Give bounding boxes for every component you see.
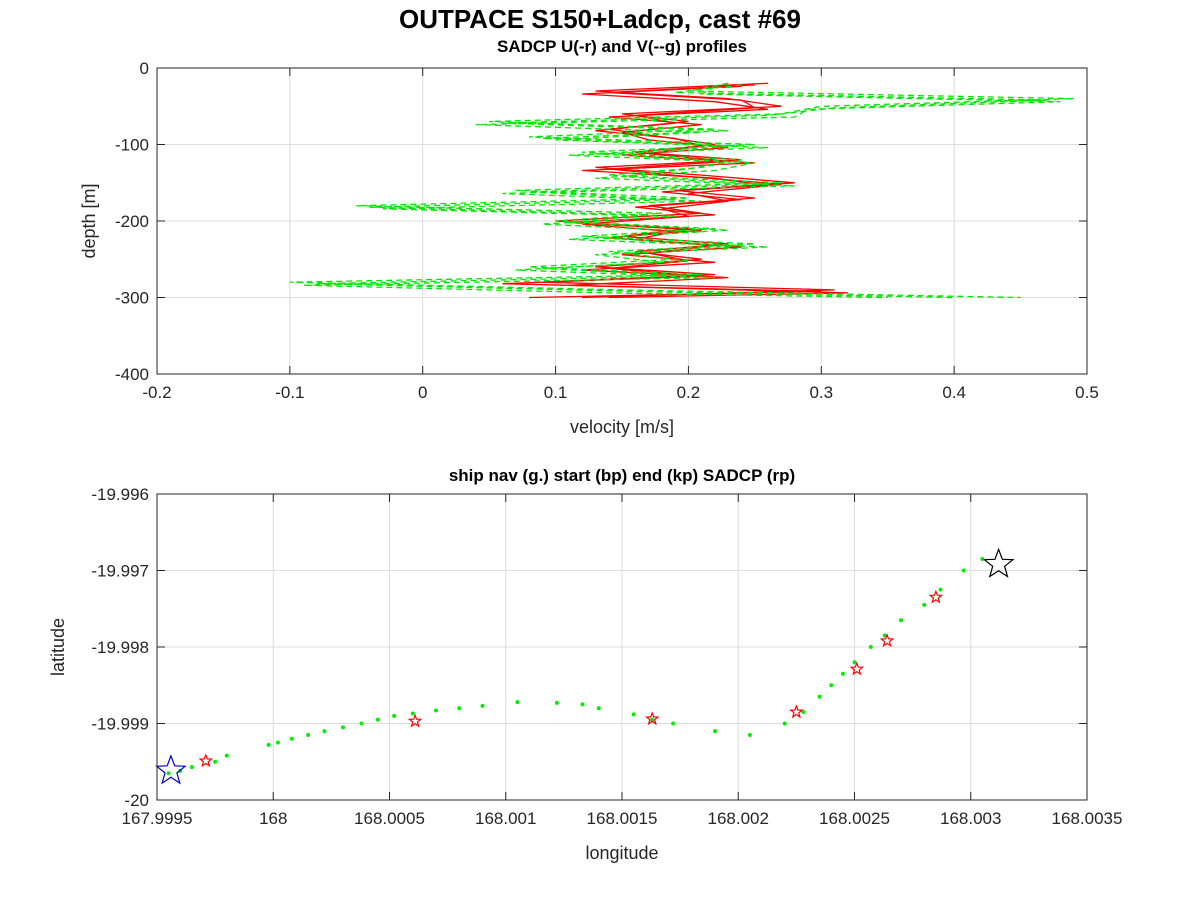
nav-point xyxy=(747,732,752,737)
nav-point xyxy=(938,587,943,592)
profile-xtick-label: 0.3 xyxy=(809,383,833,402)
nav-point xyxy=(580,702,585,707)
profile-xtick-label: -0.1 xyxy=(275,383,304,402)
nav-point xyxy=(713,729,717,734)
nav-point xyxy=(457,706,462,711)
nav-ticks: 167.9995 168 168.0005 168.001 168.0015 168.00… xyxy=(91,485,1122,828)
nav-point xyxy=(961,568,966,573)
nav-xtick-label: 167.9995 xyxy=(122,809,193,828)
sadcp-star-marker xyxy=(849,661,865,676)
end-star-marker xyxy=(982,547,1015,578)
nav-point xyxy=(375,717,380,722)
nav-point xyxy=(515,700,520,705)
profile-ytick-label: -300 xyxy=(115,289,149,308)
nav-point xyxy=(650,717,655,722)
nav-point xyxy=(801,710,806,715)
u-profile-line xyxy=(568,85,848,299)
nav-axes: ship nav (g.) start (bp) end (kp) SADCP … xyxy=(48,466,1122,863)
nav-xtick-label: 168.002 xyxy=(708,809,769,828)
nav-point xyxy=(224,753,229,758)
profile-xtick-label: 0.4 xyxy=(942,383,966,402)
nav-xtick-label: 168.0005 xyxy=(354,809,425,828)
nav-ytick-label: -19.999 xyxy=(91,715,149,734)
profile-ytick-label: -200 xyxy=(115,212,149,231)
profile-ytick-label: 0 xyxy=(140,59,149,78)
nav-point xyxy=(554,700,559,705)
sadcp-star-marker xyxy=(928,589,944,604)
sadcp-star-marker xyxy=(407,713,423,728)
nav-axes-title: ship nav (g.) start (bp) end (kp) SADCP … xyxy=(449,466,795,485)
sadcp-star-marker xyxy=(879,633,895,648)
nav-xtick-label: 168.001 xyxy=(475,809,536,828)
nav-xtick-label: 168.003 xyxy=(940,809,1001,828)
nav-point xyxy=(266,742,271,747)
nav-point xyxy=(359,721,364,726)
profile-data-layer xyxy=(289,82,1074,299)
profile-xtick-label: 0 xyxy=(418,383,427,402)
nav-ytick-label: -20 xyxy=(124,791,149,810)
profile-xtick-label: -0.2 xyxy=(142,383,171,402)
nav-point xyxy=(980,557,985,562)
profile-ylabel: depth [m] xyxy=(79,183,99,258)
nav-point xyxy=(289,736,294,741)
nav-point xyxy=(671,721,676,726)
nav-point xyxy=(922,602,927,607)
nav-xtick-label: 168.0025 xyxy=(819,809,890,828)
profile-ytick-label: -100 xyxy=(115,136,149,155)
nav-point xyxy=(868,645,873,649)
nav-point xyxy=(392,713,397,718)
figure-title: OUTPACE S150+Ladcp, cast #69 xyxy=(399,4,801,34)
profile-ytick-label: -400 xyxy=(115,365,149,384)
v-profile-line xyxy=(289,82,1074,299)
nav-point xyxy=(882,633,887,638)
profile-axes: SADCP U(-r) and V(--g) profiles -0.2 -0.1… xyxy=(79,37,1099,437)
profile-xtick-label: 0.5 xyxy=(1075,383,1099,402)
nav-point xyxy=(817,694,822,699)
nav-point xyxy=(434,708,438,713)
nav-point xyxy=(166,771,171,776)
sadcp-star-marker xyxy=(198,753,214,768)
sadcp-star-marker xyxy=(644,711,660,726)
profile-xtick-label: 0.1 xyxy=(544,383,568,402)
nav-point xyxy=(213,759,218,764)
nav-point xyxy=(596,706,601,711)
nav-xtick-label: 168 xyxy=(259,809,287,828)
start-star-marker xyxy=(155,754,187,785)
nav-ylabel: latitude xyxy=(48,618,68,676)
nav-point xyxy=(782,721,787,726)
sadcp-star-marker xyxy=(789,704,804,719)
nav-point xyxy=(189,765,194,770)
v-profile-line xyxy=(303,85,1061,299)
nav-point xyxy=(341,725,345,730)
profile-ticks: -0.2 -0.1 0 0.1 0.2 0.3 0.4 0.5 0 -100 -200 -300 -40… xyxy=(115,59,1099,402)
nav-ytick-label: -19.996 xyxy=(91,485,149,504)
nav-point xyxy=(275,740,280,745)
profile-axes-title: SADCP U(-r) and V(--g) profiles xyxy=(497,37,747,56)
nav-point xyxy=(322,729,327,734)
nav-data-layer xyxy=(155,547,1015,785)
nav-xtick-label: 168.0035 xyxy=(1052,809,1123,828)
profile-xlabel: velocity [m/s] xyxy=(570,417,674,437)
nav-point xyxy=(480,703,485,708)
nav-xtick-label: 168.0015 xyxy=(587,809,658,828)
nav-point xyxy=(852,660,857,665)
nav-point xyxy=(410,711,415,716)
nav-xlabel: longitude xyxy=(585,843,658,863)
profile-xtick-label: 0.2 xyxy=(677,383,701,402)
nav-point xyxy=(631,712,636,717)
nav-point xyxy=(840,671,845,676)
nav-ytick-label: -19.997 xyxy=(91,562,149,581)
nav-point xyxy=(899,618,903,623)
nav-ytick-label: -19.998 xyxy=(91,638,149,657)
nav-point xyxy=(829,683,834,688)
nav-point xyxy=(306,732,311,737)
